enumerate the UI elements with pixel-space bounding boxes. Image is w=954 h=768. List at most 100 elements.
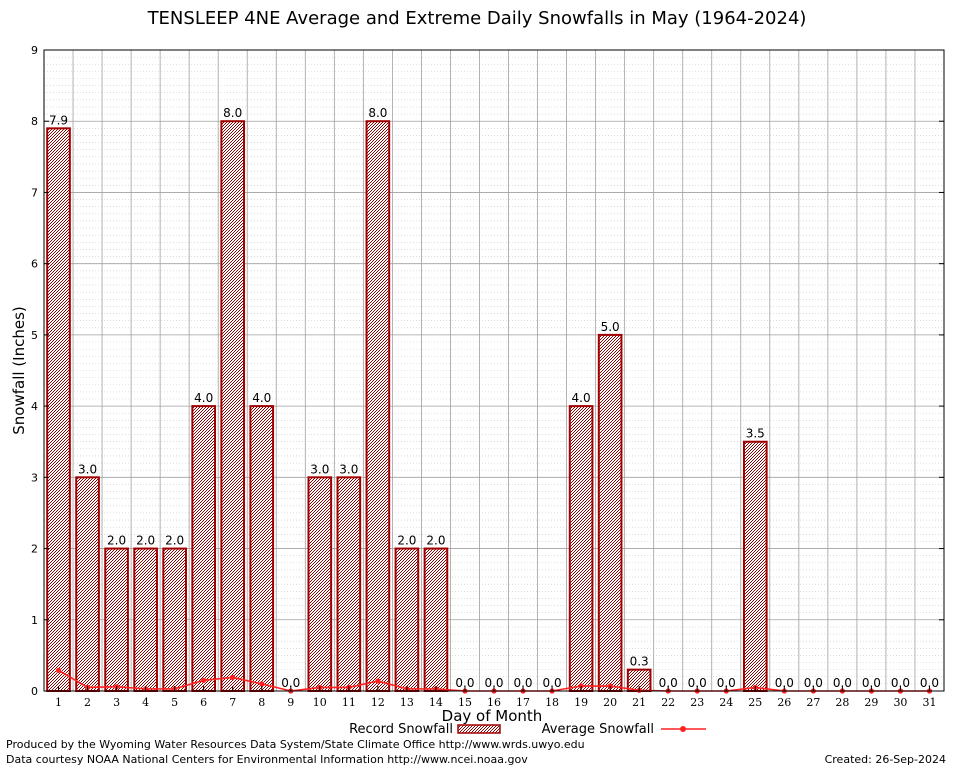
record-bar <box>104 547 129 692</box>
record-bars: 7.9 3.0 2.0 2.0 2.0 4.0 8.0 4.0 0.0 3.0 3.0 8.0 2.0 2… <box>46 106 939 693</box>
legend-record-swatch <box>457 724 501 734</box>
bar-value-label: 4.0 <box>572 391 591 405</box>
bar-value-label: 0.0 <box>717 676 736 690</box>
x-tick-label: 3 <box>113 696 120 709</box>
bar-value-label: 4.0 <box>194 391 213 405</box>
y-tick-label: 1 <box>31 614 38 627</box>
x-tick-label: 19 <box>574 696 588 709</box>
x-tick-label: 12 <box>371 696 385 709</box>
x-tick-label: 22 <box>661 696 675 709</box>
y-tick-label: 6 <box>31 258 38 271</box>
bar-value-label: 0.0 <box>804 676 823 690</box>
record-bar <box>597 333 623 692</box>
average-point <box>201 677 207 683</box>
record-bar <box>568 405 594 692</box>
record-bar <box>423 547 449 692</box>
x-tick-label: 23 <box>690 696 704 709</box>
bar-value-label: 2.0 <box>397 534 416 548</box>
bar-value-label: 2.0 <box>165 534 184 548</box>
bar-value-label: 0.0 <box>833 676 852 690</box>
x-tick-label: 11 <box>342 696 356 709</box>
x-tick-label: 30 <box>893 696 907 709</box>
x-tick-label: 16 <box>487 696 501 709</box>
record-bar <box>249 405 275 692</box>
x-tick-label: 29 <box>864 696 878 709</box>
x-tick-label: 6 <box>200 696 207 709</box>
record-bar <box>365 120 391 692</box>
y-tick-label: 4 <box>31 400 38 413</box>
legend: Record Snowfall Average Snowfall <box>349 722 706 737</box>
record-bar <box>133 547 158 692</box>
x-tick-label: 18 <box>545 696 559 709</box>
y-tick-label: 2 <box>31 543 38 556</box>
y-tick-label: 3 <box>31 471 38 484</box>
record-bar <box>336 476 362 693</box>
y-tick-label: 5 <box>31 329 38 342</box>
footer-produced-by: Produced by the Wyoming Water Resources … <box>6 738 585 751</box>
bar-value-label: 0.0 <box>920 676 939 690</box>
footer-data-courtesy: Data courtesy NOAA National Centers for … <box>6 753 528 766</box>
footer-created: Created: 26-Sep-2024 <box>824 753 946 766</box>
bar-value-label: 4.0 <box>252 391 271 405</box>
x-tick-label: 9 <box>287 696 294 709</box>
bar-value-label: 0.0 <box>891 676 910 690</box>
x-tick-label: 15 <box>458 696 472 709</box>
x-tick-label: 4 <box>142 696 149 709</box>
y-tick-label: 9 <box>31 44 38 57</box>
record-bar <box>394 547 420 692</box>
x-tick-label: 25 <box>748 696 762 709</box>
average-point <box>375 678 381 684</box>
bar-value-label: 0.0 <box>281 676 300 690</box>
bar-value-label: 2.0 <box>426 534 445 548</box>
record-bar <box>307 476 333 693</box>
x-tick-label: 14 <box>429 696 443 709</box>
x-axis-title: Day of Month <box>442 707 543 725</box>
x-tick-label: 27 <box>806 696 820 709</box>
legend-average-label: Average Snowfall <box>542 722 654 737</box>
average-point <box>55 667 62 673</box>
x-tick-label: 20 <box>603 696 617 709</box>
record-bar <box>46 127 71 693</box>
bar-value-label: 0.0 <box>862 676 881 690</box>
bar-value-label: 0.3 <box>630 655 649 669</box>
legend-record-label: Record Snowfall <box>349 722 453 737</box>
bar-value-label: 0.0 <box>455 676 474 690</box>
average-point <box>259 681 265 687</box>
bar-value-label: 2.0 <box>136 534 155 548</box>
x-tick-label: 13 <box>400 696 414 709</box>
bar-value-label: 0.0 <box>659 676 678 690</box>
chart-title: TENSLEEP 4NE Average and Extreme Daily S… <box>147 8 807 29</box>
bar-value-label: 0.0 <box>543 676 562 690</box>
bar-value-label: 3.0 <box>339 462 358 476</box>
bar-value-label: 0.0 <box>688 676 707 690</box>
y-tick-label: 0 <box>31 685 38 698</box>
record-bar <box>162 547 187 692</box>
x-tick-label: 17 <box>516 696 530 709</box>
bar-value-label: 7.9 <box>49 113 68 127</box>
y-tick-label: 7 <box>31 186 38 199</box>
x-tick-label: 28 <box>835 696 849 709</box>
record-bar <box>75 476 100 693</box>
record-bar <box>220 120 246 692</box>
x-tick-label: 24 <box>719 696 733 709</box>
bar-value-label: 5.0 <box>601 320 620 334</box>
bar-value-label: 3.0 <box>310 462 329 476</box>
x-tick-label: 8 <box>258 696 265 709</box>
bar-value-label: 0.0 <box>775 676 794 690</box>
bar-value-label: 0.0 <box>513 676 532 690</box>
x-tick-label: 21 <box>632 696 646 709</box>
x-tick-label: 5 <box>171 696 178 709</box>
legend-average-marker <box>680 726 686 732</box>
x-tick-label: 10 <box>313 696 327 709</box>
x-tick-label: 7 <box>229 696 236 709</box>
bar-value-label: 8.0 <box>223 106 242 120</box>
bar-value-label: 8.0 <box>368 106 387 120</box>
bar-value-label: 3.0 <box>78 462 97 476</box>
x-tick-label: 1 <box>55 696 62 709</box>
record-bar <box>191 405 217 692</box>
y-axis-title: Snowfall (Inches) <box>10 306 28 434</box>
record-bar <box>742 440 768 692</box>
bar-value-label: 0.0 <box>484 676 503 690</box>
